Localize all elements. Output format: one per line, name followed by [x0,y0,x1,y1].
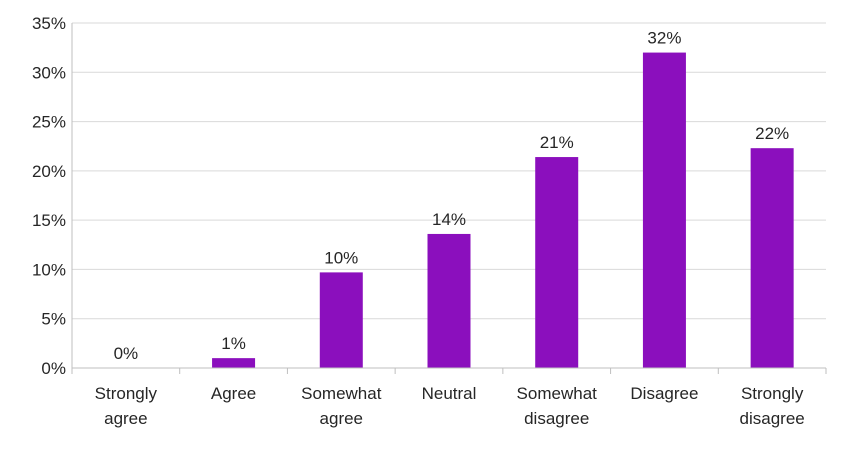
category-label-line: Disagree [630,384,698,403]
y-tick-label: 35% [32,14,66,33]
y-tick-labels: 0% 5% 10% 15% 20% 25% 30% 35% [32,14,66,378]
data-labels: 0% 1% 10% 14% 21% 32% 22% [114,29,790,363]
category-label: Somewhat agree [301,384,382,428]
data-label: 0% [114,344,139,363]
category-label: Somewhat disagree [517,384,598,428]
category-label: Disagree [630,384,698,403]
y-tick-label: 30% [32,63,66,82]
data-label: 14% [432,210,466,229]
axes [71,23,827,374]
category-label-line: Agree [211,384,256,403]
data-label: 10% [324,248,358,267]
bar [750,148,794,368]
gridlines [72,22,826,320]
category-labels: Strongly agree Agree Somewhat agree Neutral So… [95,384,805,428]
category-label: Strongly agree [95,384,158,428]
category-label-line: Somewhat [301,384,382,403]
category-label-line: Somewhat [517,384,598,403]
data-label: 1% [221,334,246,353]
y-tick-label: 5% [41,310,66,329]
category-label-line: Strongly [741,384,804,403]
bar [427,233,471,368]
category-label-line: agree [320,409,363,428]
data-label: 22% [755,124,789,143]
y-tick-label: 15% [32,211,66,230]
bar [319,272,363,368]
category-label: Agree [211,384,256,403]
category-label: Strongly disagree [740,384,805,428]
bar [535,157,579,368]
y-tick-label: 20% [32,162,66,181]
bar [642,52,686,368]
category-label-line: disagree [740,409,805,428]
y-tick-label: 0% [41,359,66,378]
category-label-line: Strongly [95,384,158,403]
y-tick-label: 25% [32,113,66,132]
category-label-line: disagree [524,409,589,428]
category-label: Neutral [422,384,477,403]
category-label-line: agree [104,409,147,428]
category-label-line: Neutral [422,384,477,403]
y-tick-label: 10% [32,260,66,279]
data-label: 32% [647,29,681,48]
data-label: 21% [540,133,574,152]
bars [212,52,794,368]
bar [212,358,256,368]
